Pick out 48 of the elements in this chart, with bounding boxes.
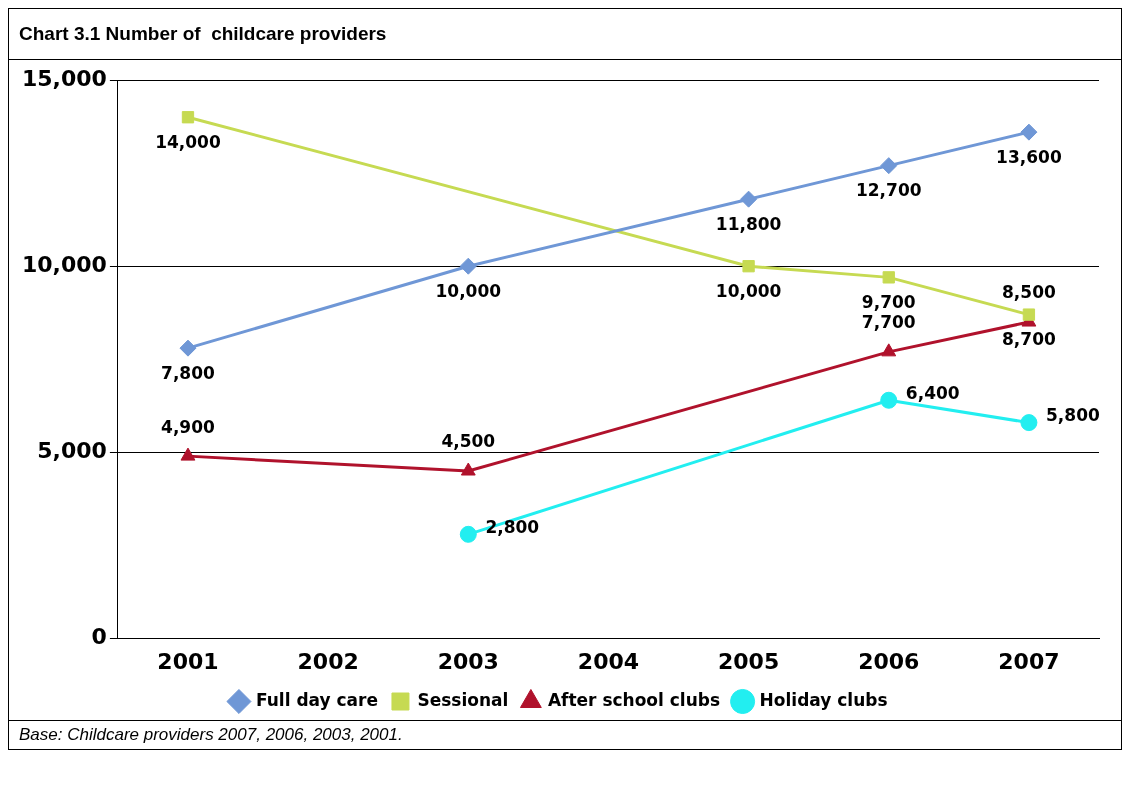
data-label: 14,000 [155, 131, 221, 152]
point [882, 271, 895, 284]
legend-label: Full day care [255, 689, 378, 710]
data-label: 4,900 [161, 416, 216, 437]
point [459, 257, 477, 275]
y-tick-label: 0 [91, 624, 107, 650]
data-label: 13,600 [996, 146, 1062, 167]
legend-label: Holiday clubs [759, 689, 888, 710]
data-label: 8,500 [1002, 282, 1056, 303]
point [880, 391, 898, 409]
x-tick-label: 2003 [437, 648, 499, 674]
point [881, 343, 897, 357]
point [459, 525, 477, 543]
x-tick-label: 2007 [998, 648, 1060, 674]
point [179, 339, 197, 357]
data-label: 2,800 [485, 516, 540, 537]
x-tick-label: 2006 [858, 648, 920, 674]
data-label: 10,000 [715, 280, 782, 301]
point [1020, 123, 1038, 141]
x-tick-label: 2002 [297, 648, 359, 674]
data-label: 10,000 [435, 280, 502, 301]
x-tick-label: 2001 [157, 648, 219, 674]
legend-label: Sessional [417, 689, 509, 710]
legend-label: After school clubs [547, 689, 721, 710]
data-label: 7,700 [861, 312, 916, 333]
chart-title: Chart 3.1 Number of childcare providers [9, 9, 1121, 60]
point [880, 157, 898, 175]
data-label: 8,700 [1002, 329, 1056, 350]
point [180, 447, 196, 461]
data-label: 12,700 [855, 180, 922, 201]
text: Base: Childcare providers 2007, 2006, 2003, 2001. [9, 720, 1121, 749]
data-label: 7,800 [161, 362, 216, 383]
y-tick-label: 5,000 [37, 438, 107, 464]
data-label: 5,800 [1046, 405, 1100, 426]
x-tick-label: 2005 [717, 648, 780, 674]
point [181, 111, 195, 124]
data-label: 9,700 [861, 291, 916, 312]
point [1020, 414, 1038, 432]
point [1022, 308, 1036, 321]
x-tick-label: 2004 [577, 648, 640, 674]
data-label: 11,800 [715, 213, 782, 234]
point [742, 260, 755, 273]
point [740, 190, 758, 208]
y-tick-label: 15,000 [21, 65, 107, 91]
y-tick-label: 10,000 [21, 251, 107, 277]
data-label: 4,500 [441, 431, 496, 452]
point [460, 462, 476, 476]
data-label: 6,400 [905, 382, 960, 403]
